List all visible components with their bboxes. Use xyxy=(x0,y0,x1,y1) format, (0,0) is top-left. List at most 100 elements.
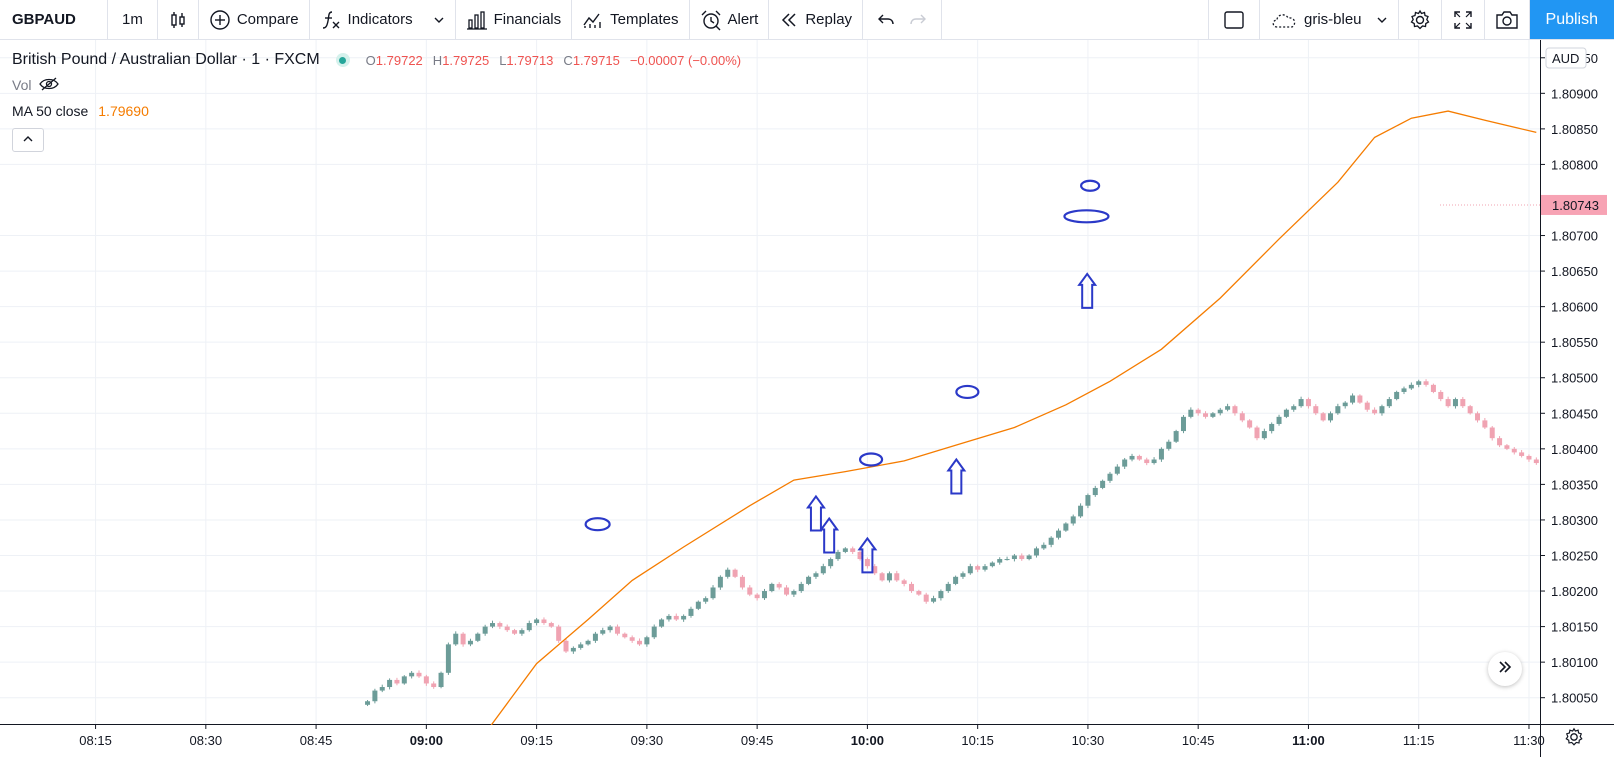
candle-up[interactable] xyxy=(379,687,385,691)
candle-down[interactable] xyxy=(754,594,760,599)
candle-up[interactable] xyxy=(401,676,407,684)
time-axis[interactable] xyxy=(0,725,1540,757)
scroll-to-realtime-button[interactable] xyxy=(1488,652,1522,686)
candle-down[interactable] xyxy=(1519,452,1525,456)
candle-up[interactable] xyxy=(813,573,819,577)
candle-up[interactable] xyxy=(1158,448,1164,460)
undo-icon[interactable] xyxy=(877,11,895,29)
candle-up[interactable] xyxy=(1033,548,1039,556)
alert-button[interactable]: Alert xyxy=(690,0,770,39)
candle-up[interactable] xyxy=(1261,431,1267,439)
candle-up[interactable] xyxy=(519,630,525,634)
interval-button[interactable]: 1m xyxy=(108,0,158,39)
candle-up[interactable] xyxy=(1004,559,1010,561)
candle-down[interactable] xyxy=(394,679,400,684)
candle-up[interactable] xyxy=(1298,399,1304,407)
candle-up[interactable] xyxy=(1151,459,1157,464)
candle-down[interactable] xyxy=(637,640,643,645)
snapshot-button[interactable] xyxy=(1485,0,1530,39)
candle-up[interactable] xyxy=(365,701,371,705)
candle-up[interactable] xyxy=(820,566,826,574)
candle-down[interactable] xyxy=(747,587,753,595)
candle-down[interactable] xyxy=(629,637,635,641)
candle-up[interactable] xyxy=(960,573,966,577)
candle-down[interactable] xyxy=(504,626,510,631)
legend-collapse-button[interactable] xyxy=(12,128,44,152)
candle-up[interactable] xyxy=(1078,505,1084,517)
candle-up[interactable] xyxy=(1180,416,1186,432)
candle-up[interactable] xyxy=(997,559,1003,563)
candle-up[interactable] xyxy=(1070,516,1076,524)
candle-down[interactable] xyxy=(497,623,503,627)
annotation-ellipse[interactable] xyxy=(584,517,611,532)
candle-up[interactable] xyxy=(592,633,598,641)
candle-down[interactable] xyxy=(1430,384,1436,392)
candle-down[interactable] xyxy=(739,576,745,588)
templates-button[interactable]: Templates xyxy=(572,0,690,39)
layout-button[interactable]: gris-bleu xyxy=(1260,0,1399,39)
market-status-dot[interactable] xyxy=(335,53,350,67)
candle-down[interactable] xyxy=(1460,399,1466,407)
candle-up[interactable] xyxy=(585,640,591,645)
candle-up[interactable] xyxy=(1291,406,1297,410)
legend-title[interactable]: British Pound / Australian Dollar · 1 · … xyxy=(12,51,320,68)
candle-up[interactable] xyxy=(945,583,951,592)
candle-down[interactable] xyxy=(857,551,863,560)
candle-up[interactable] xyxy=(600,630,606,634)
candle-up[interactable] xyxy=(835,551,841,560)
candle-down[interactable] xyxy=(864,559,870,567)
candle-up[interactable] xyxy=(1048,537,1054,545)
candle-up[interactable] xyxy=(967,566,973,574)
candle-up[interactable] xyxy=(651,626,657,638)
candle-up[interactable] xyxy=(1401,388,1407,392)
candle-up[interactable] xyxy=(1335,406,1341,414)
candle-up[interactable] xyxy=(1129,455,1135,460)
candle-up[interactable] xyxy=(570,647,576,652)
candle-up[interactable] xyxy=(666,615,672,620)
candle-down[interactable] xyxy=(1526,455,1532,460)
candle-up[interactable] xyxy=(490,623,496,627)
candle-up[interactable] xyxy=(1342,402,1348,407)
candle-down[interactable] xyxy=(1445,399,1451,407)
candle-down[interactable] xyxy=(1423,381,1429,385)
candle-up[interactable] xyxy=(372,690,378,702)
candle-down[interactable] xyxy=(1475,413,1481,421)
candle-up[interactable] xyxy=(1452,399,1458,407)
chart-type-button[interactable] xyxy=(158,0,199,39)
candle-up[interactable] xyxy=(842,548,848,552)
candle-down[interactable] xyxy=(1136,455,1142,460)
candle-down[interactable] xyxy=(1357,395,1363,403)
chart-area[interactable]: 1.80050 1.80100 1.80150 1.80200 1.80250 1.803… xyxy=(0,40,1614,757)
candle-down[interactable] xyxy=(1504,445,1510,449)
candle-down[interactable] xyxy=(1438,391,1444,400)
candle-up[interactable] xyxy=(806,576,812,584)
candle-up[interactable] xyxy=(1408,384,1414,389)
candle-up[interactable] xyxy=(475,633,481,641)
candle-down[interactable] xyxy=(416,672,422,677)
candle-up[interactable] xyxy=(409,672,415,677)
candle-down[interactable] xyxy=(563,640,569,652)
candle-up[interactable] xyxy=(607,626,613,631)
candle-up[interactable] xyxy=(659,619,665,627)
candle-down[interactable] xyxy=(1372,409,1378,414)
candle-down[interactable] xyxy=(894,573,900,581)
candle-down[interactable] xyxy=(923,594,929,602)
candle-down[interactable] xyxy=(732,569,738,577)
ma-label[interactable]: MA 50 close xyxy=(12,103,89,119)
candle-down[interactable] xyxy=(1313,406,1319,414)
candle-up[interactable] xyxy=(438,672,444,688)
candle-up[interactable] xyxy=(1026,555,1032,560)
candle-up[interactable] xyxy=(1056,530,1062,538)
candle-up[interactable] xyxy=(1283,409,1289,417)
candle-down[interactable] xyxy=(614,626,620,634)
candle-up[interactable] xyxy=(1011,555,1017,560)
candle-up[interactable] xyxy=(1328,413,1334,421)
candle-up[interactable] xyxy=(725,569,731,577)
candle-up[interactable] xyxy=(791,591,797,595)
candle-up[interactable] xyxy=(695,601,701,609)
candle-up[interactable] xyxy=(1041,544,1047,549)
settings-button[interactable] xyxy=(1399,0,1442,39)
price-chart[interactable]: 1.80050 1.80100 1.80150 1.80200 1.80250 1.803… xyxy=(0,40,1614,757)
compare-button[interactable]: Compare xyxy=(199,0,310,39)
candle-down[interactable] xyxy=(776,583,782,588)
